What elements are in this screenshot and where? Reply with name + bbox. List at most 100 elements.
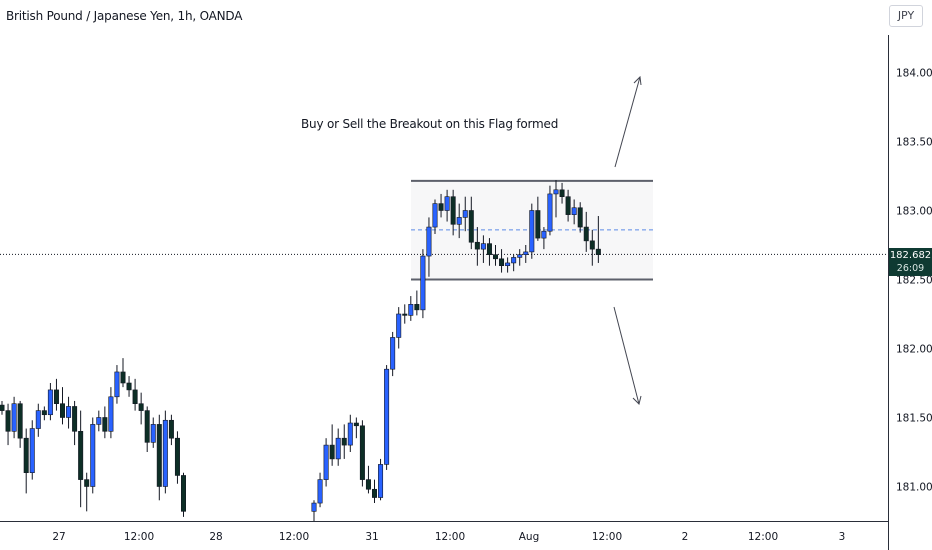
candle-body [359,425,365,480]
candle-body [462,210,468,218]
candle-body [11,403,17,432]
candle [0,400,5,415]
candle-body [589,240,595,250]
candle [138,392,144,425]
candle [511,254,517,272]
candle-body [474,241,480,250]
y-tick-label: 182.500 [896,275,932,287]
candle-body [456,217,462,225]
candle [162,410,168,494]
candle-body [41,410,47,416]
candle [462,196,468,232]
candle [480,235,486,263]
x-tick-label: 27 [52,531,65,543]
last-price-value: 182.682 [889,250,932,261]
x-tick-label: 2 [682,531,689,543]
candle-body [438,203,444,211]
candle [535,196,541,241]
candle [456,203,462,239]
candle [5,403,11,446]
candle-body [120,371,126,384]
candle [499,249,505,273]
candle [486,238,492,266]
candle-body [335,437,341,460]
candle-body [138,403,144,411]
candle-body [559,189,565,198]
candle-body [72,406,78,432]
y-tick-label: 181.000 [896,482,932,494]
x-tick-label: 12:00 [279,531,309,543]
candle [114,365,120,404]
candle [450,189,456,236]
candle-body [571,207,577,215]
candle [420,249,426,319]
price-axis[interactable]: 184.000 183.500 183.000 182.500 182.000 181.5… [896,68,932,494]
candle [529,203,535,259]
y-tick-label: 184.000 [896,68,932,80]
x-tick-label: 31 [365,531,378,543]
candle-body [323,444,329,480]
candle [414,290,420,316]
candle-body [108,396,114,432]
candle-body [156,424,162,487]
candle [41,406,47,421]
candle [59,387,65,425]
candle-body [553,189,559,195]
chart-title: British Pound / Japanese Yen, 1h, OANDA [6,9,243,23]
candle [408,296,414,321]
candle-body [168,419,174,439]
candle-body [378,464,384,498]
candle-body [132,389,138,404]
candle [347,414,353,452]
annotation-text: Buy or Sell the Breakout on this Flag fo… [301,117,559,131]
candle-body [47,389,53,416]
candle [23,428,29,494]
candle-body [329,444,335,460]
candle [468,196,474,250]
candle-body [59,403,65,418]
candle-body [565,196,571,215]
candle-body [577,207,583,228]
candle-body [347,422,353,446]
candle-body [583,226,589,242]
candle-body [90,424,96,487]
currency-button[interactable]: JPY [889,5,923,27]
candle-body [78,430,84,480]
candle-body [426,226,432,257]
candle-body [505,262,511,267]
down-arrow-shaft [613,306,640,405]
candle-body [17,403,23,439]
candles-group [0,180,601,521]
candle-body [396,313,402,338]
candle-body [66,406,72,418]
candle-body [23,437,29,474]
candle-body [96,417,102,425]
candle [402,304,408,324]
candle-body [341,437,347,446]
candle [559,182,565,204]
candle-body [547,193,553,232]
candle-body [371,488,377,498]
candle [396,307,402,349]
candle-body [444,196,450,211]
candle-body [102,417,108,432]
time-axis[interactable]: 27 12:00 28 12:00 31 12:00 Aug 12:00 2 12:00 3 [52,531,845,543]
down-arrow-head [632,395,642,405]
candle [547,185,553,236]
candle [150,417,156,448]
candle [174,431,180,484]
candle-body [402,313,408,316]
breakout-arrows [613,75,642,405]
candle-countdown: 26:09 [896,263,925,274]
candle [47,383,53,421]
candle-body [29,428,35,474]
candle [359,420,365,487]
candle-body [181,475,187,512]
candle [492,245,498,266]
x-tick-label: 28 [209,531,222,543]
candle-body [535,210,541,239]
candle [523,245,529,263]
candle [565,189,571,222]
candle [371,479,377,504]
